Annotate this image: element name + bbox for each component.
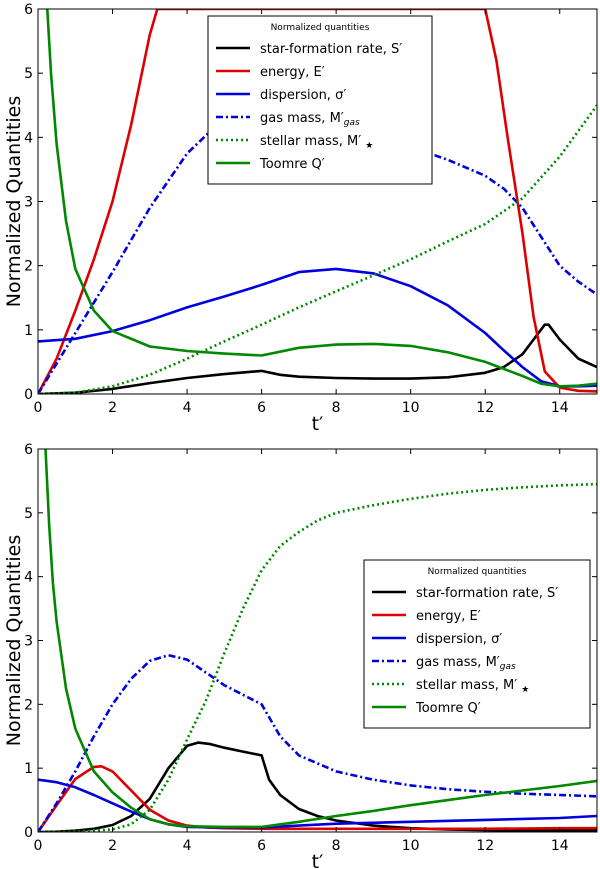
x-tick-label: 12 bbox=[476, 838, 494, 854]
legend-entry-label: gas mass, M′gas bbox=[260, 111, 360, 128]
legend: Normalized quantities star-formation rate… bbox=[363, 559, 591, 729]
x-tick-label: 6 bbox=[257, 838, 266, 854]
legend: Normalized quantities star-formation rate… bbox=[207, 15, 433, 185]
x-tick-label: 12 bbox=[476, 400, 494, 416]
x-tick-label: 8 bbox=[332, 838, 341, 854]
series-line-1 bbox=[38, 323, 597, 394]
series-line-3 bbox=[38, 267, 597, 388]
y-tick-label: 0 bbox=[24, 387, 33, 403]
y-tick-label: 6 bbox=[24, 2, 33, 18]
x-tick-label: 14 bbox=[551, 838, 569, 854]
legend-entry-label: dispersion, σ′ bbox=[260, 88, 346, 103]
legend-entry-label: star-formation rate, S′ bbox=[416, 586, 558, 601]
y-tick-label: 1 bbox=[24, 323, 33, 339]
legend-entry-label: star-formation rate, S′ bbox=[260, 42, 402, 57]
y-tick-label: 2 bbox=[24, 697, 33, 713]
legend-entry-label: dispersion, σ′ bbox=[416, 632, 502, 647]
x-tick-label: 4 bbox=[183, 838, 192, 854]
y-tick-label: 3 bbox=[24, 195, 33, 211]
legend-entry-label: energy, E′ bbox=[260, 65, 325, 80]
x-tick-label: 2 bbox=[108, 838, 117, 854]
y-tick-label: 5 bbox=[24, 66, 33, 82]
y-tick-label: 0 bbox=[24, 825, 33, 841]
y-tick-label: 4 bbox=[24, 130, 33, 146]
legend-title: Normalized quantities bbox=[271, 23, 370, 33]
x-tick-label: 14 bbox=[551, 400, 569, 416]
x-tick-label: 0 bbox=[34, 400, 43, 416]
series-group bbox=[38, 9, 597, 394]
series-line-2 bbox=[38, 764, 597, 832]
x-axis-label: t′ bbox=[312, 413, 324, 435]
series-line-6 bbox=[46, 9, 597, 388]
y-tick-label: 4 bbox=[24, 570, 33, 586]
legend-entry-label: stellar mass, M′ ★ bbox=[416, 678, 529, 695]
series-line-4 bbox=[38, 653, 597, 832]
y-tick-label: 6 bbox=[24, 442, 33, 458]
x-axis-label: t′ bbox=[312, 851, 324, 869]
series-group bbox=[38, 449, 597, 832]
legend-entry-label: Toomre Q′ bbox=[259, 157, 325, 172]
y-tick-label: 1 bbox=[24, 761, 33, 777]
series-line-2 bbox=[38, 9, 597, 394]
legend-title: Normalized quantities bbox=[428, 567, 527, 577]
y-tick-label: 3 bbox=[24, 634, 33, 650]
y-axis-label: Normalized Quantities bbox=[3, 96, 25, 308]
x-tick-label: 6 bbox=[257, 400, 266, 416]
x-tick-label: 8 bbox=[332, 400, 341, 416]
series-line-5 bbox=[38, 482, 597, 832]
legend-entry-label: stellar mass, M′ ★ bbox=[260, 134, 373, 151]
y-tick-label: 5 bbox=[24, 506, 33, 522]
series-line-6 bbox=[44, 449, 597, 829]
x-tick-label: 4 bbox=[183, 400, 192, 416]
x-tick-label: 2 bbox=[108, 400, 117, 416]
legend-entry-label: Toomre Q′ bbox=[415, 701, 481, 716]
legend-box bbox=[207, 15, 433, 185]
x-tick-label: 10 bbox=[402, 400, 420, 416]
x-tick-label: 0 bbox=[34, 838, 43, 854]
y-tick-label: 2 bbox=[24, 259, 33, 275]
legend-entry-label: gas mass, M′gas bbox=[416, 655, 516, 672]
legend-entry-label: energy, E′ bbox=[416, 609, 481, 624]
x-tick-label: 10 bbox=[402, 838, 420, 854]
legend-box bbox=[363, 559, 591, 729]
y-axis-label: Normalized Quantities bbox=[3, 535, 25, 747]
